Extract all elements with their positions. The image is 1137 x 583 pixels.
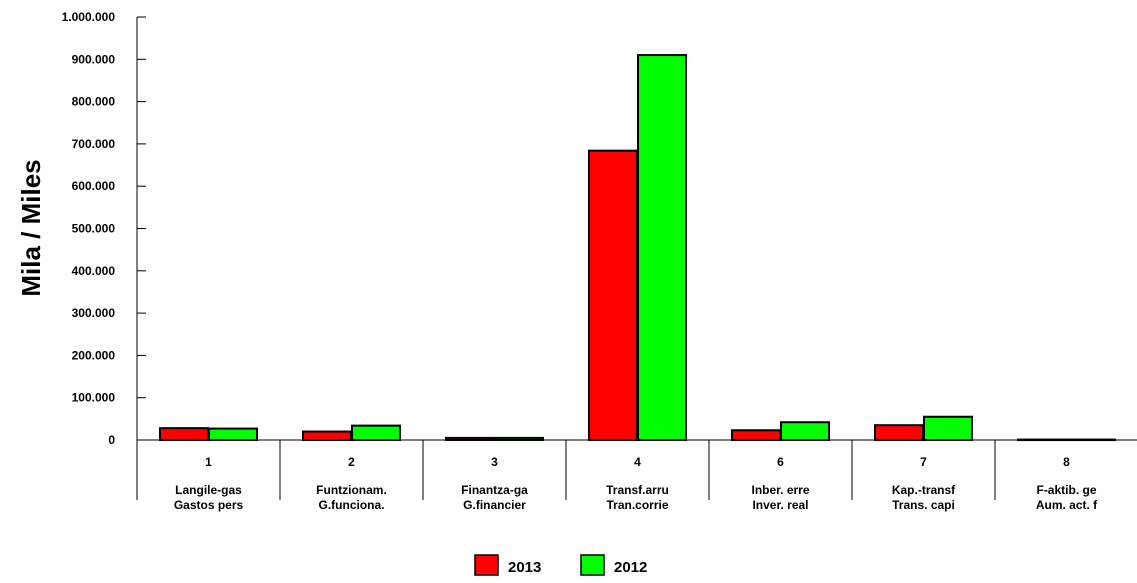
y-tick-label: 300.000	[72, 306, 116, 320]
category-label-line2: Tran.corrie	[606, 498, 668, 512]
legend: 2013 2012	[474, 554, 647, 576]
bar-2013-6	[731, 429, 781, 441]
legend-swatch-2013	[474, 554, 499, 576]
category-label-line1: Finantza-ga	[461, 483, 528, 497]
y-axis: 0 100.000 200.000 300.000 400.000 500.000 600.…	[62, 10, 146, 500]
category-label-line2: Aum. act. f	[1036, 498, 1098, 512]
category-code-label: 4	[634, 455, 641, 469]
legend-swatch-2012	[580, 554, 605, 576]
legend-label-2013: 2013	[508, 559, 541, 576]
bar-2012-2	[351, 424, 401, 442]
category-label-line2: Trans. capi	[892, 498, 955, 512]
category-label-line1: Kap.-transf	[892, 483, 956, 497]
y-tick-label: 200.000	[72, 348, 116, 362]
bar-2012-6	[780, 421, 830, 442]
legend-label-2012: 2012	[614, 559, 647, 576]
category-code-label: 8	[1063, 455, 1070, 469]
bar-2012-4	[637, 54, 687, 441]
category-code-label: 7	[920, 455, 927, 469]
y-tick-label: 600.000	[72, 179, 116, 193]
category-label-line1: Transf.arru	[606, 483, 669, 497]
category-label-line2: Inver. real	[752, 498, 808, 512]
y-tick-label: 900.000	[72, 52, 116, 66]
y-tick-label: 400.000	[72, 264, 116, 278]
category-label-line1: Inber. erre	[751, 483, 809, 497]
category-label-line1: Funtzionam.	[316, 483, 387, 497]
bar-2012-1	[208, 427, 258, 442]
category-code-label: 3	[491, 455, 498, 469]
bar-2012-7	[923, 415, 973, 441]
category-code-label: 6	[777, 455, 784, 469]
bar-2013-2	[302, 430, 352, 442]
y-tick-label: 500.000	[72, 222, 116, 236]
category-label-line1: Langile-gas	[175, 483, 242, 497]
y-tick-label: 700.000	[72, 137, 116, 151]
y-tick-label: 100.000	[72, 391, 116, 405]
bar-2013-7	[874, 424, 924, 442]
category-label-line1: F-aktib. ge	[1036, 483, 1096, 497]
y-tick-label: 1.000.000	[62, 10, 116, 24]
category-label-line2: G.funciona.	[319, 498, 385, 512]
y-tick-label: 800.000	[72, 95, 116, 109]
bar-2013-4	[588, 149, 638, 441]
bars	[159, 54, 1116, 442]
y-axis-title: Mila / Miles	[16, 159, 46, 296]
category-label-line2: G.financier	[463, 498, 526, 512]
category-code-label: 2	[348, 455, 355, 469]
category-label-line2: Gastos pers	[174, 498, 244, 512]
category-code-label: 1	[205, 455, 212, 469]
bar-2013-1	[159, 427, 209, 442]
y-tick-label: 0	[108, 433, 115, 447]
